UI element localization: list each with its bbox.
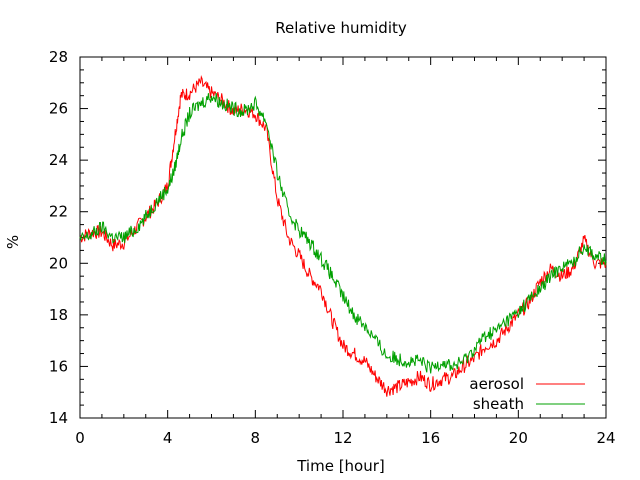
series-line-aerosol xyxy=(79,74,607,397)
x-tick-label: 12 xyxy=(333,429,352,447)
y-tick-label: 22 xyxy=(49,203,68,221)
x-tick-label: 4 xyxy=(163,429,173,447)
minor-ticks xyxy=(80,57,606,418)
x-axis-ticks: 0 4 8 12 16 20 24 xyxy=(75,57,616,447)
y-tick-label: 16 xyxy=(49,357,68,375)
legend-label-sheath: sheath xyxy=(473,395,524,413)
plot-area-frame xyxy=(79,56,607,419)
chart-title: Relative humidity xyxy=(275,19,407,37)
x-tick-label: 8 xyxy=(251,429,261,447)
legend-label-aerosol: aerosol xyxy=(469,375,524,393)
x-tick-label: 24 xyxy=(596,429,615,447)
y-tick-label: 14 xyxy=(49,409,68,427)
y-tick-label: 26 xyxy=(49,100,68,118)
y-tick-label: 24 xyxy=(49,151,68,169)
x-tick-label: 16 xyxy=(421,429,440,447)
y-tick-label: 28 xyxy=(49,48,68,66)
x-axis-label: Time [hour] xyxy=(296,457,385,475)
x-tick-label: 0 xyxy=(75,429,85,447)
y-tick-label: 20 xyxy=(49,254,68,272)
x-tick-label: 20 xyxy=(509,429,528,447)
series-line-sheath xyxy=(79,93,607,374)
y-axis-label: % xyxy=(4,235,22,249)
y-tick-label: 18 xyxy=(49,306,68,324)
legend: aerosol sheath xyxy=(469,375,585,413)
series-lines xyxy=(79,74,607,397)
y-axis-ticks: 14 16 18 20 22 24 26 28 xyxy=(49,48,606,427)
